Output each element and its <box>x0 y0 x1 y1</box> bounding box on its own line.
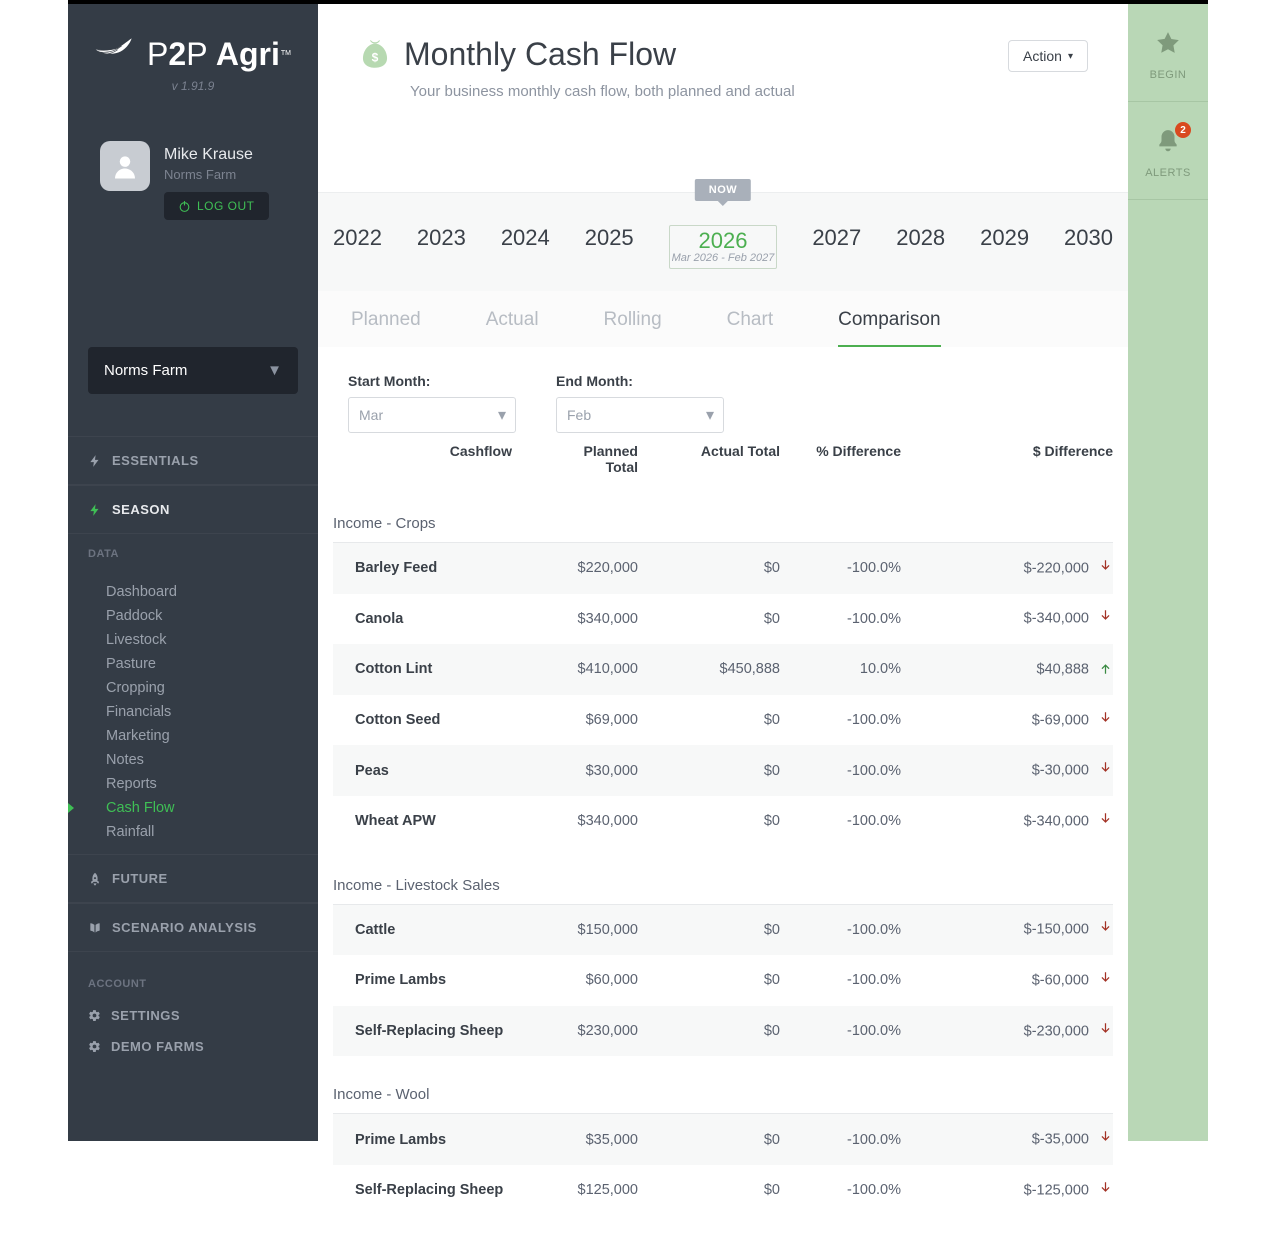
svg-text:$: $ <box>372 50 379 64</box>
